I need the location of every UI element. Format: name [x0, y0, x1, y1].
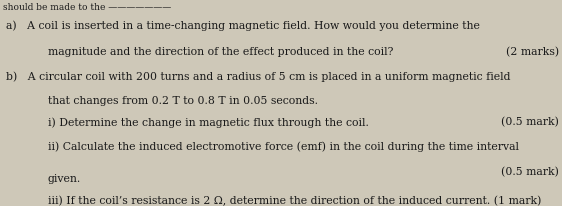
- Text: b)   A circular coil with 200 turns and a radius of 5 cm is placed in a uniform : b) A circular coil with 200 turns and a …: [6, 71, 510, 82]
- Text: (2 marks): (2 marks): [506, 46, 559, 57]
- Text: should be made to the ———————: should be made to the ———————: [3, 3, 171, 12]
- Text: (0.5 mark): (0.5 mark): [501, 166, 559, 176]
- Text: (0.5 mark): (0.5 mark): [501, 116, 559, 127]
- Text: given.: given.: [48, 173, 81, 183]
- Text: i) Determine the change in magnetic flux through the coil.: i) Determine the change in magnetic flux…: [48, 116, 369, 127]
- Text: ii) Calculate the induced electromotive force (emf) in the coil during the time : ii) Calculate the induced electromotive …: [48, 141, 519, 152]
- Text: iii) If the coil’s resistance is 2 Ω, determine the direction of the induced cur: iii) If the coil’s resistance is 2 Ω, de…: [48, 195, 541, 205]
- Text: magnitude and the direction of the effect produced in the coil?: magnitude and the direction of the effec…: [48, 46, 393, 56]
- Text: that changes from 0.2 T to 0.8 T in 0.05 seconds.: that changes from 0.2 T to 0.8 T in 0.05…: [48, 96, 318, 106]
- Text: a)   A coil is inserted in a time-changing magnetic field. How would you determi: a) A coil is inserted in a time-changing…: [6, 21, 479, 31]
